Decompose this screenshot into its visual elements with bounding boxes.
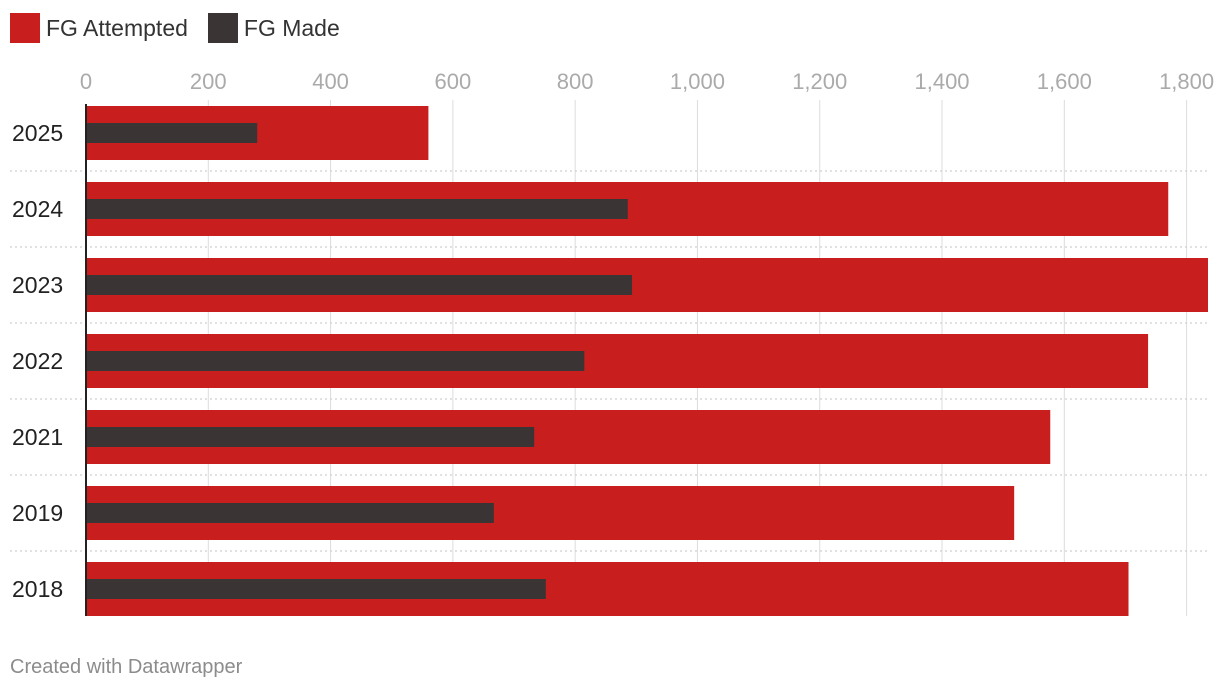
category-label: 2019: [12, 500, 63, 526]
category-label: 2023: [12, 272, 63, 298]
x-tick-label: 400: [312, 69, 349, 94]
bar-chart: 0 200 400 600 800 1,000 1,200 1,400 1,600 1,800 20…: [10, 69, 1214, 616]
legend-label-fg-made: FG Made: [243, 14, 340, 41]
category-label: 2021: [12, 424, 63, 450]
x-tick-label: 0: [80, 69, 92, 94]
bar-fg-made: [86, 123, 258, 143]
bar-fg-made: [86, 427, 535, 447]
legend-item-fg-attempted: FG Attempted: [10, 13, 188, 43]
category-label: 2022: [12, 348, 63, 374]
bar-fg-made: [86, 275, 633, 295]
x-tick-label: 1,200: [792, 69, 847, 94]
x-tick-label: 1,000: [670, 69, 725, 94]
legend-swatch-fg-attempted: [10, 13, 40, 43]
bar-fg-made: [86, 503, 494, 523]
category-label: 2024: [12, 196, 63, 222]
bar-fg-made: [86, 579, 546, 599]
credit-text: Created with Datawrapper: [10, 656, 243, 678]
x-tick-label: 1,400: [914, 69, 969, 94]
x-tick-label: 200: [190, 69, 227, 94]
legend-swatch-fg-made: [207, 13, 238, 43]
x-tick-label: 600: [435, 69, 472, 94]
bar-fg-made: [86, 351, 585, 371]
x-tick-label: 1,600: [1037, 69, 1092, 94]
x-tick-label: 800: [557, 69, 594, 94]
legend-label-fg-attempted: FG Attempted: [46, 14, 188, 41]
x-tick-label: 1,800: [1159, 69, 1214, 94]
category-label: 2025: [12, 120, 63, 146]
legend-item-fg-made: FG Made: [207, 13, 340, 43]
bar-fg-made: [86, 199, 628, 219]
category-label: 2018: [12, 576, 63, 602]
legend: FG Attempted FG Made: [10, 12, 360, 44]
